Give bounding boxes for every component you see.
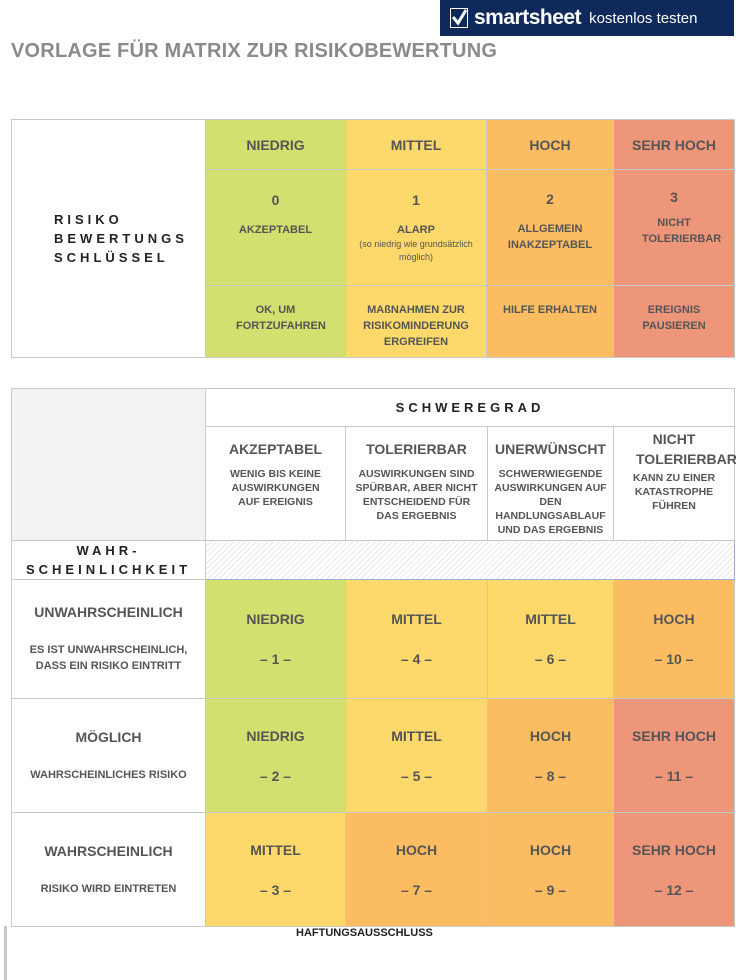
severity-title: SCHWEREGRAD bbox=[204, 388, 736, 427]
risk-matrix: SCHWEREGRAD AKZEPTABEL WENIG BIS KEINE A… bbox=[11, 388, 736, 927]
matrix-cell-3: MITTEL – 3 – bbox=[205, 812, 346, 927]
matrix-cell-8: HOCH – 8 – bbox=[487, 698, 614, 813]
brand-name: smartsheet bbox=[474, 6, 582, 29]
level-action-niedrig: OK, UM FORTZUFAHREN bbox=[205, 285, 346, 358]
level-name-mittel: MITTEL bbox=[345, 119, 487, 170]
matrix-cell-5: MITTEL – 5 – bbox=[345, 698, 488, 813]
margin-bar bbox=[4, 926, 7, 980]
level-rating-niedrig: 0 AKZEPTABEL bbox=[205, 169, 346, 286]
likelihood-title: WAHR- SCHEINLICHKEIT bbox=[11, 540, 206, 580]
matrix-cell-4: MITTEL – 4 – bbox=[345, 579, 488, 699]
level-rating-sehr-hoch: 3 NICHT TOLERIERBAR bbox=[613, 169, 735, 286]
matrix-cell-11: SEHR HOCH – 11 – bbox=[612, 698, 736, 813]
matrix-cell-7: HOCH – 7 – bbox=[345, 812, 488, 927]
likelihood-row-wahrscheinlich: WAHRSCHEINLICH RISIKO WIRD EINTRETEN bbox=[11, 812, 206, 927]
severity-col-nicht-tolerierbar: NICHT TOLERIERBAR KANN ZU EINER KATASTRO… bbox=[612, 426, 736, 541]
level-name-sehr-hoch: SEHR HOCH bbox=[613, 119, 735, 170]
matrix-cell-2: NIEDRIG – 2 – bbox=[205, 698, 346, 813]
page-title: VORLAGE FÜR MATRIX ZUR RISIKOBEWERTUNG bbox=[11, 40, 498, 62]
matrix-corner bbox=[11, 388, 206, 541]
risk-rating-key: RISIKO BEWERTUNGS SCHLÜSSEL NIEDRIG MITT… bbox=[11, 119, 735, 358]
matrix-cell-1: NIEDRIG – 1 – bbox=[205, 579, 346, 699]
severity-col-akzeptabel: AKZEPTABEL WENIG BIS KEINE AUSWIRKUNGEN … bbox=[205, 426, 346, 541]
level-name-niedrig: NIEDRIG bbox=[205, 119, 346, 170]
smartsheet-banner[interactable]: smartsheet kostenlos testen bbox=[440, 0, 734, 36]
severity-col-tolerierbar: TOLERIERBAR AUSWIRKUNGEN SIND SPÜRBAR, A… bbox=[345, 426, 488, 541]
free-trial-link[interactable]: kostenlos testen bbox=[589, 9, 698, 27]
likelihood-row-unwahrscheinlich: UNWAHRSCHEINLICH ES IST UNWAHRSCHEINLICH… bbox=[11, 579, 206, 699]
level-action-mittel: MAßNAHMEN ZUR RISIKOMINDERUNG ERGREIFEN bbox=[345, 285, 487, 358]
severity-col-unerwuenscht: UNERWÜNSCHT SCHWERWIEGENDE AUSWIRKUNGEN … bbox=[487, 426, 614, 541]
risk-key-label: RISIKO BEWERTUNGS SCHLÜSSEL bbox=[11, 119, 206, 358]
likelihood-row-moeglich: MÖGLICH WAHRSCHEINLICHES RISIKO bbox=[11, 698, 206, 813]
hatched-spacer bbox=[204, 540, 736, 580]
matrix-cell-9: HOCH – 9 – bbox=[487, 812, 614, 927]
matrix-cell-12: SEHR HOCH – 12 – bbox=[612, 812, 736, 927]
matrix-cell-10: HOCH – 10 – bbox=[612, 579, 736, 699]
matrix-cell-6: MITTEL – 6 – bbox=[487, 579, 614, 699]
disclaimer-link[interactable]: HAFTUNGSAUSSCHLUSS bbox=[296, 927, 433, 939]
level-name-hoch: HOCH bbox=[486, 119, 614, 170]
level-rating-hoch: 2 ALLGEMEIN INAKZEPTABEL bbox=[486, 169, 614, 286]
smartsheet-logo-icon bbox=[450, 8, 468, 28]
level-action-hoch: HILFE ERHALTEN bbox=[486, 285, 614, 358]
level-rating-mittel: 1 ALARP (so niedrig wie grundsätzlich mö… bbox=[345, 169, 487, 286]
level-action-sehr-hoch: EREIGNIS PAUSIEREN bbox=[613, 285, 735, 358]
